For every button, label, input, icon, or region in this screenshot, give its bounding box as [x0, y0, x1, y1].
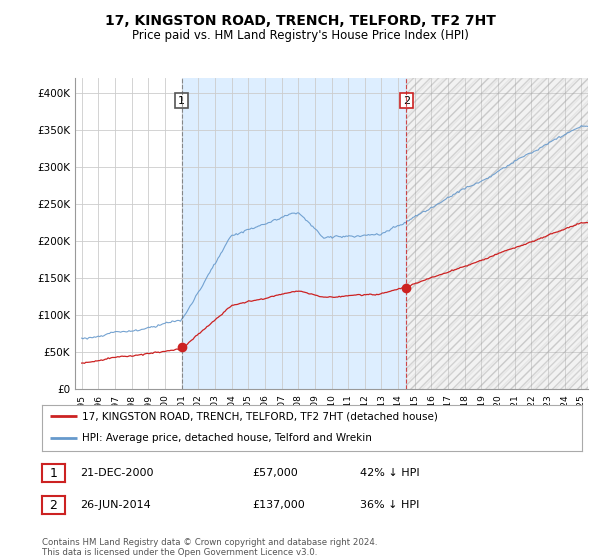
- Text: £57,000: £57,000: [252, 468, 298, 478]
- Text: 36% ↓ HPI: 36% ↓ HPI: [360, 500, 419, 510]
- Text: 1: 1: [178, 96, 185, 106]
- Text: 2: 2: [49, 498, 58, 512]
- Text: 17, KINGSTON ROAD, TRENCH, TELFORD, TF2 7HT (detached house): 17, KINGSTON ROAD, TRENCH, TELFORD, TF2 …: [83, 412, 439, 421]
- Text: 17, KINGSTON ROAD, TRENCH, TELFORD, TF2 7HT: 17, KINGSTON ROAD, TRENCH, TELFORD, TF2 …: [104, 14, 496, 28]
- Text: £137,000: £137,000: [252, 500, 305, 510]
- Text: 42% ↓ HPI: 42% ↓ HPI: [360, 468, 419, 478]
- Text: HPI: Average price, detached house, Telford and Wrekin: HPI: Average price, detached house, Telf…: [83, 433, 373, 443]
- Bar: [406, 78, 588, 389]
- Bar: [182, 78, 406, 389]
- Text: 2: 2: [403, 96, 410, 106]
- Text: 1: 1: [49, 466, 58, 480]
- Text: Price paid vs. HM Land Registry's House Price Index (HPI): Price paid vs. HM Land Registry's House …: [131, 29, 469, 42]
- Text: 21-DEC-2000: 21-DEC-2000: [80, 468, 154, 478]
- Text: Contains HM Land Registry data © Crown copyright and database right 2024.
This d: Contains HM Land Registry data © Crown c…: [42, 538, 377, 557]
- Text: 26-JUN-2014: 26-JUN-2014: [80, 500, 151, 510]
- Bar: [406, 78, 588, 389]
